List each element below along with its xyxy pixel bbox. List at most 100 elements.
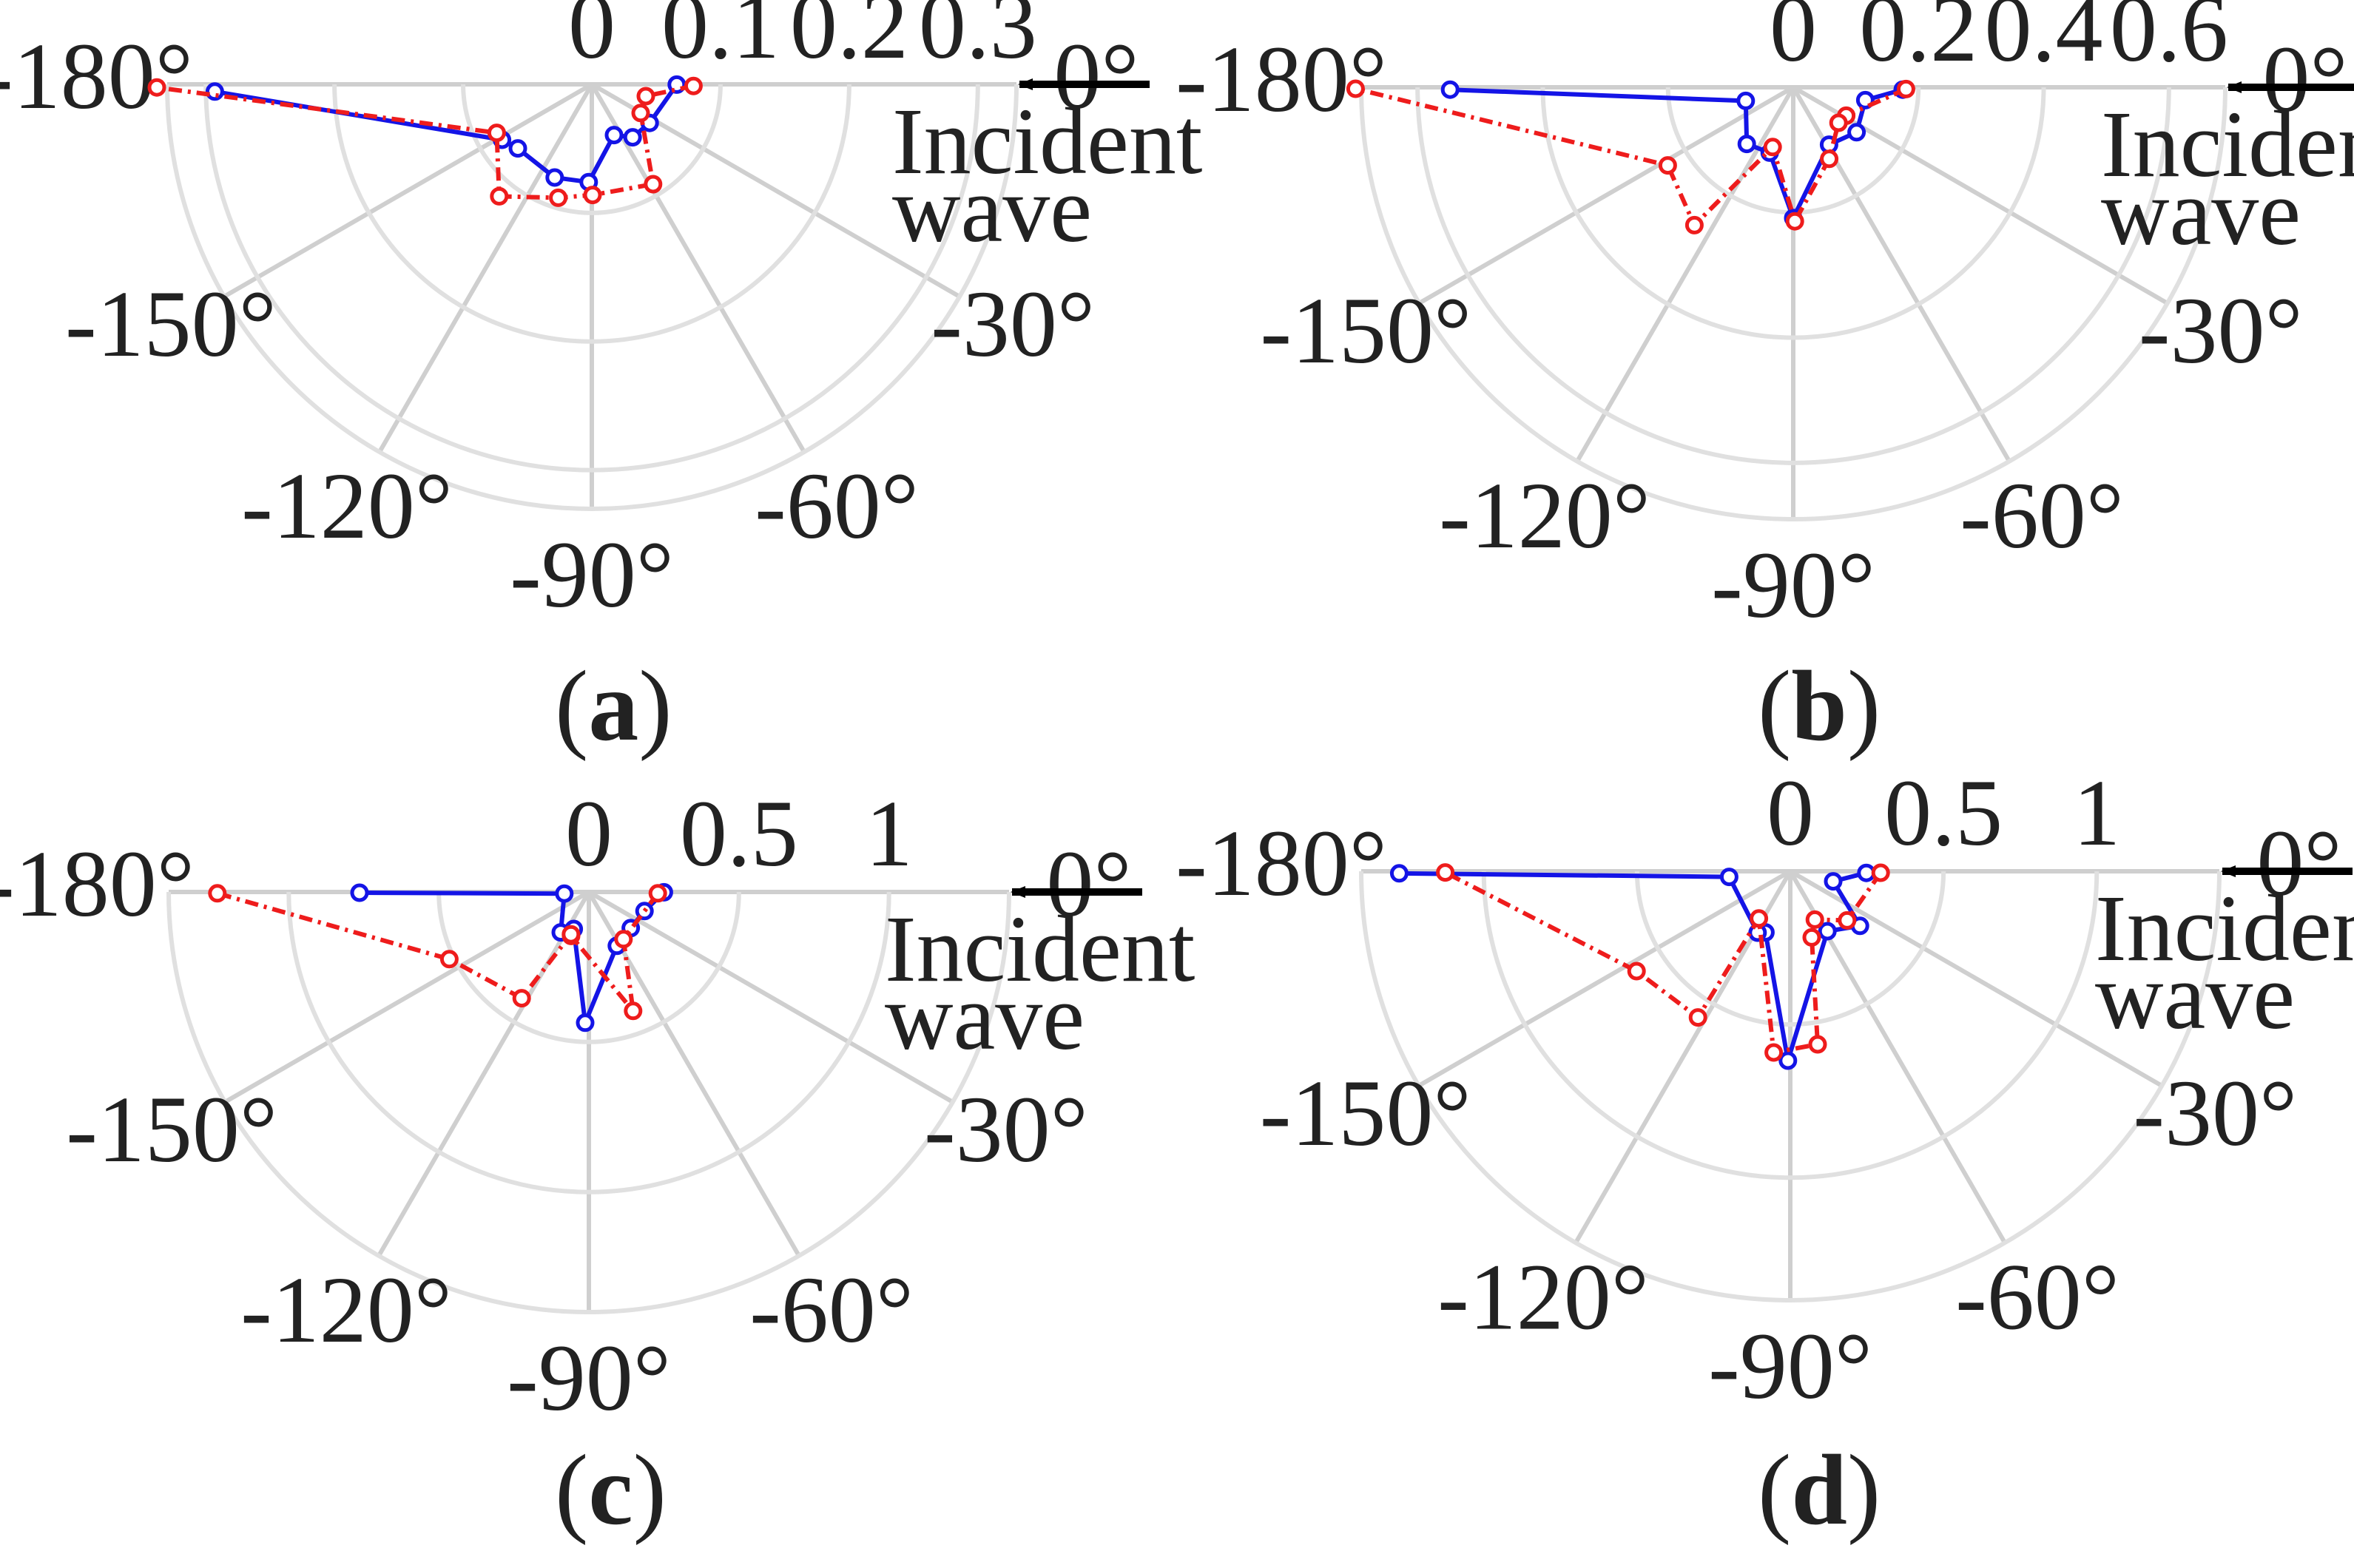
data-point-red xyxy=(684,76,703,95)
grid-arc xyxy=(166,891,1011,1314)
angle-label: -60° xyxy=(749,1257,914,1362)
data-point-red xyxy=(1802,927,1821,947)
r-tick-label: 0.6 xyxy=(2110,0,2228,81)
data-point-red xyxy=(147,78,166,97)
incident-label: Incident xyxy=(885,896,1195,1001)
data-point-blue xyxy=(555,884,574,903)
data-point-red xyxy=(1871,863,1890,882)
grid-arc xyxy=(165,84,1019,511)
data-point-blue xyxy=(1737,135,1756,154)
incident-label-wave: wave xyxy=(885,964,1085,1069)
data-point-red xyxy=(1785,212,1804,231)
data-point-blue xyxy=(1847,123,1866,142)
caption-letter: b xyxy=(1791,651,1847,762)
angle-label: -120° xyxy=(241,453,453,558)
data-point-blue xyxy=(508,139,527,158)
caption-open-paren: ( xyxy=(555,651,588,762)
angle-label: -90° xyxy=(510,522,674,627)
data-point-blue xyxy=(623,128,642,147)
grid-spoke xyxy=(223,82,593,299)
angle-label: -30° xyxy=(924,1077,1088,1182)
data-point-blue xyxy=(205,82,224,101)
data-point-red xyxy=(487,124,506,143)
caption-close-paren: ) xyxy=(1847,651,1881,762)
data-point-red xyxy=(644,175,663,194)
data-point-blue xyxy=(576,1013,595,1033)
grid-spoke xyxy=(590,83,806,453)
data-point-red xyxy=(1658,156,1677,175)
grid-spoke xyxy=(587,891,801,1257)
caption-letter: c xyxy=(588,1435,633,1546)
data-point-red xyxy=(1808,1035,1827,1054)
data-point-blue xyxy=(1440,80,1460,99)
data-point-red xyxy=(490,186,509,206)
angle-label: -30° xyxy=(2133,1061,2297,1166)
data-point-red xyxy=(1820,149,1839,169)
grid-spoke xyxy=(1575,86,1795,463)
angle-label: 0° xyxy=(2256,811,2341,916)
grid-arc xyxy=(286,891,891,1194)
grid-arc xyxy=(1359,87,2227,521)
angle-label: -180° xyxy=(1176,811,1387,916)
data-point-red xyxy=(631,104,650,123)
panel-a: 0 0.1 0.2 0.3 0° -30°-60° -90° -120° -150° -180° I… xyxy=(0,0,1202,762)
panel-b: 0 0.2 0.4 0.6 0° -30°-60° -90° -120° -150° -180° I… xyxy=(1176,0,2354,762)
angle-label: -90° xyxy=(507,1325,671,1430)
grid-arc xyxy=(461,84,723,215)
data-point-blue xyxy=(545,168,564,187)
caption-open-paren: ( xyxy=(555,1435,588,1546)
grid-spoke xyxy=(377,83,594,453)
angle-label: -180° xyxy=(0,24,193,129)
grid-arc xyxy=(1540,87,2046,340)
angle-label: -30° xyxy=(2139,278,2303,383)
data-point-red xyxy=(614,930,633,949)
caption-close-paren: ) xyxy=(1847,1435,1881,1546)
data-point-red xyxy=(1684,215,1704,234)
data-point-red xyxy=(561,925,581,944)
angle-label: -150° xyxy=(1260,1061,1471,1166)
panel-caption: (b) xyxy=(1758,651,1881,762)
angle-label: -90° xyxy=(1711,533,1875,638)
grid-spoke xyxy=(223,890,590,1104)
data-point-blue xyxy=(350,883,369,902)
data-point-red xyxy=(583,186,602,205)
angle-label: -60° xyxy=(1955,1244,2119,1349)
caption-close-paren: ) xyxy=(638,651,672,762)
data-point-red xyxy=(636,87,655,106)
angle-label: -120° xyxy=(240,1257,452,1362)
data-point-blue xyxy=(1824,872,1843,891)
angle-label: -180° xyxy=(0,831,195,936)
incident-label-wave: wave xyxy=(2101,160,2301,265)
incident-label: Incident xyxy=(2095,876,2354,981)
panel-caption: (c) xyxy=(555,1435,667,1546)
caption-close-paren: ) xyxy=(633,1435,667,1546)
grid-arc xyxy=(1634,871,1946,1027)
data-point-red xyxy=(648,884,667,903)
data-point-red xyxy=(1764,1043,1784,1062)
angle-label: 0° xyxy=(1046,831,1131,936)
panel-caption: (d) xyxy=(1758,1435,1881,1546)
caption-open-paren: ( xyxy=(1758,1435,1791,1546)
r-tick-label: 0.2 xyxy=(1859,0,1977,81)
r-tick-label: 1 xyxy=(2073,760,2120,865)
grid-spoke xyxy=(1417,869,1792,1088)
r-tick-label: 0.3 xyxy=(919,0,1037,78)
caption-open-paren: ( xyxy=(1758,651,1791,762)
data-point-red xyxy=(208,884,227,903)
data-point-red xyxy=(1750,909,1769,928)
angle-label: -150° xyxy=(65,271,277,376)
angle-label: -150° xyxy=(1260,278,1471,383)
angle-label: -150° xyxy=(66,1077,277,1182)
data-point-red xyxy=(1688,1008,1707,1027)
grid-arc xyxy=(203,84,980,473)
incident-label: Incident xyxy=(892,89,1202,194)
data-point-red xyxy=(512,989,531,1008)
angle-label: -120° xyxy=(1439,463,1650,568)
r-tick-label: 0 xyxy=(1767,760,1814,865)
data-point-red xyxy=(1627,962,1646,981)
angle-label: 0° xyxy=(2262,27,2347,132)
angle-label: -60° xyxy=(1960,463,2124,568)
angle-label: -60° xyxy=(755,453,919,558)
panel-d: 0 0.5 1 0° -30°-60° -90° -120° -150° -180° Incide… xyxy=(1176,760,2354,1546)
r-tick-label: 0.4 xyxy=(1985,0,2103,81)
